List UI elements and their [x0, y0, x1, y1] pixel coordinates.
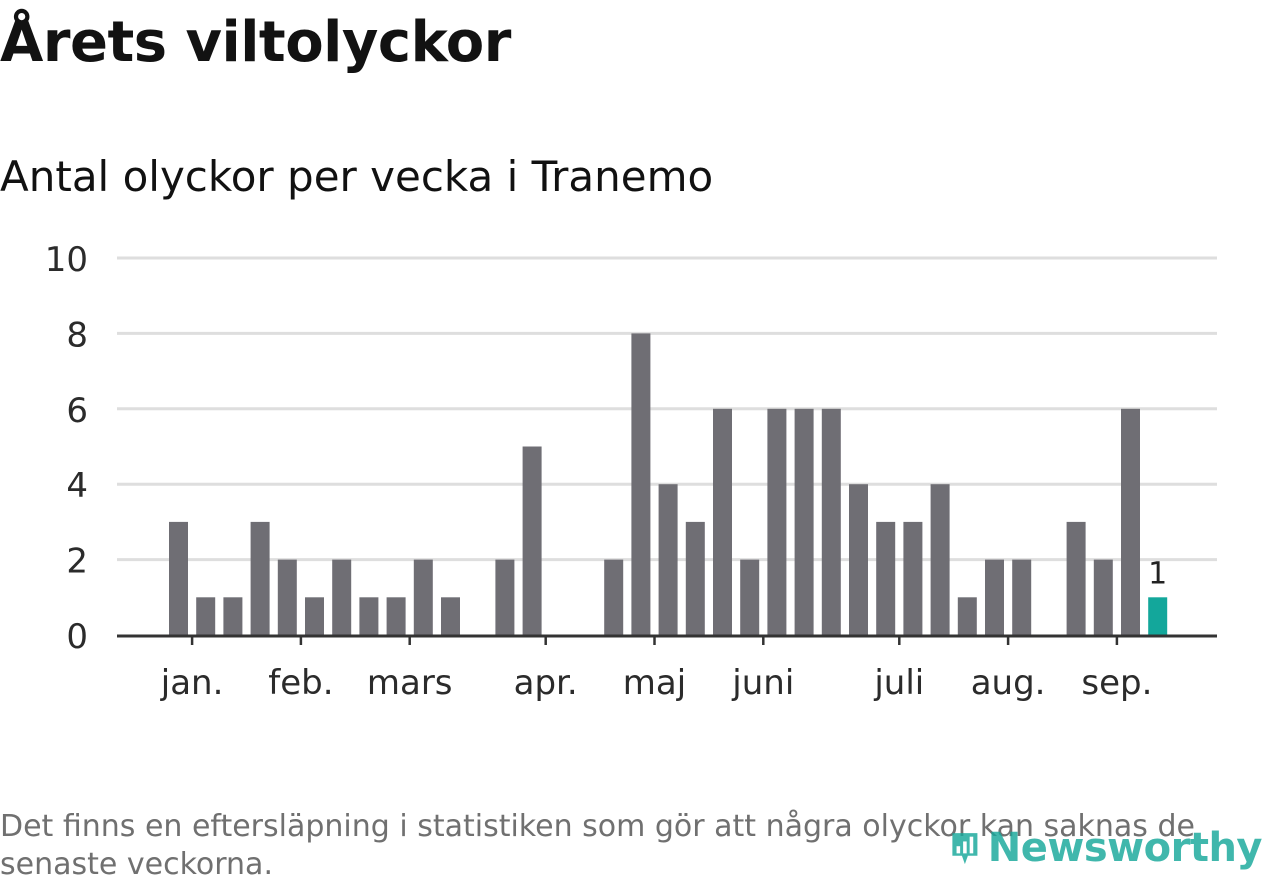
- x-axis: jan. feb. mars apr. maj juni juli aug. sep.: [117, 634, 1217, 703]
- data-label-latest: 1: [1148, 556, 1167, 591]
- bar: [631, 333, 651, 635]
- bar: [821, 408, 841, 635]
- bar: [685, 521, 705, 635]
- bar: [441, 597, 460, 635]
- x-tick-label: apr.: [514, 663, 578, 703]
- bar-chart-icon: [952, 833, 978, 865]
- bar: [1012, 559, 1032, 635]
- y-tick-label: 6: [66, 391, 88, 431]
- chart-title: Årets viltolyckor: [0, 10, 511, 75]
- y-tick-label: 10: [45, 240, 88, 280]
- x-tick-label: feb.: [268, 663, 333, 703]
- data-labels: 1: [1148, 556, 1167, 591]
- bar: [386, 597, 406, 635]
- chart-subtitle: Antal olyckor per vecka i Tranemo: [0, 152, 714, 201]
- x-tick-label: jan.: [160, 663, 224, 703]
- bar: [767, 408, 787, 635]
- x-tick-label: juli: [873, 663, 924, 703]
- bar: [223, 597, 243, 635]
- bar: [849, 484, 868, 635]
- bar-chart: 0 2 4 6 8 10 jan. feb. mars apr. maj juni juli aug. s…: [45, 240, 1217, 703]
- newsworthy-logo: Newsworthy: [950, 818, 1262, 878]
- logo-text: Newsworthy: [987, 825, 1262, 871]
- bar: [740, 559, 760, 635]
- bar: [250, 521, 270, 635]
- y-tick-label: 8: [66, 315, 88, 355]
- bar: [930, 484, 950, 635]
- y-tick-label: 2: [66, 542, 88, 582]
- x-tick-label: maj: [623, 663, 686, 703]
- y-tick-label: 4: [66, 466, 88, 506]
- bar: [794, 408, 814, 635]
- bar: [658, 484, 678, 635]
- x-tick-label: juni: [731, 663, 794, 703]
- bar: [277, 559, 297, 635]
- bar: [1121, 408, 1140, 635]
- bar: [305, 597, 324, 635]
- bar: [876, 521, 896, 635]
- bar: [985, 559, 1004, 635]
- bar: [495, 559, 515, 635]
- footnote: Det finns en eftersläpning i statistiken…: [0, 809, 1195, 882]
- bar: [522, 446, 542, 635]
- y-tick-label: 0: [66, 617, 88, 657]
- x-tick-label: mars: [367, 663, 453, 703]
- y-axis-tick-labels: 0 2 4 6 8 10: [45, 240, 88, 657]
- bar: [604, 559, 624, 635]
- x-tick-label: aug.: [971, 663, 1046, 703]
- bar-latest-week: [1148, 597, 1168, 635]
- x-tick-label: sep.: [1081, 663, 1152, 703]
- bar: [359, 597, 379, 635]
- bar: [169, 521, 188, 635]
- bar: [196, 597, 216, 635]
- bar: [1066, 521, 1086, 635]
- bar: [903, 521, 923, 635]
- bar: [713, 408, 732, 635]
- bar: [413, 559, 433, 635]
- bar: [1093, 559, 1113, 635]
- bars: [169, 333, 1168, 635]
- bar: [957, 597, 977, 635]
- bar: [332, 559, 352, 635]
